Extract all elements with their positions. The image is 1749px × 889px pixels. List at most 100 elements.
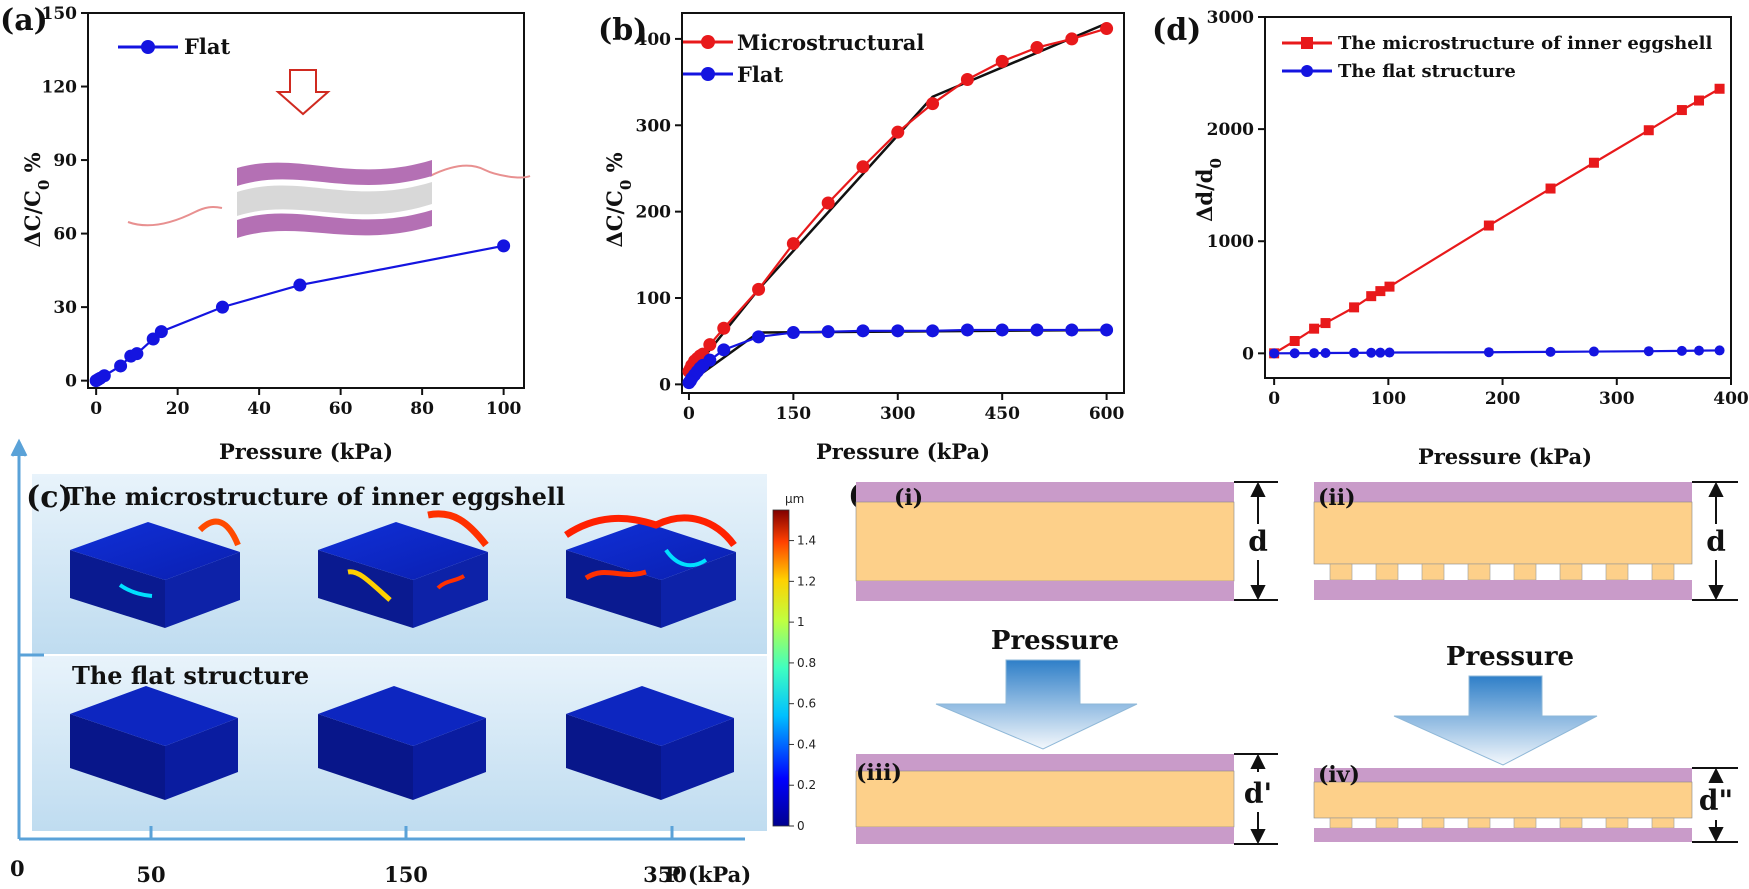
data-point — [856, 160, 870, 174]
colorbar-tick-label: 0.6 — [797, 697, 816, 711]
legend-marker-flat — [141, 40, 155, 54]
sim-micro-50kpa — [70, 518, 241, 628]
pillar — [1375, 817, 1399, 829]
wire-left-icon — [127, 206, 223, 227]
bottom-electrode — [856, 581, 1234, 601]
box-side — [165, 718, 238, 800]
panel-d-plot: 0 100 200 300 400 0 1000 2000 3000 — [1207, 8, 1749, 409]
data-point — [130, 347, 144, 361]
data-point — [821, 196, 835, 210]
data-point — [960, 73, 974, 86]
box-top — [566, 686, 734, 746]
data-point — [1349, 302, 1360, 313]
data-point — [1375, 347, 1386, 358]
data-point — [1289, 336, 1300, 347]
pressure-down-arrow-icon — [275, 69, 331, 116]
top-electrode — [856, 482, 1234, 502]
x-tick-label: 600 — [1089, 404, 1125, 424]
legend-text-micro-d: The microstructure of inner eggshell — [1338, 33, 1712, 54]
x-tick-label: 20 — [166, 399, 190, 419]
legend-marker-flat-b — [701, 67, 715, 81]
pillar — [1559, 817, 1583, 829]
p-axis — [10, 438, 745, 841]
x-tick-label: 200 — [1485, 389, 1521, 409]
flat-sensor-illustration — [127, 69, 531, 238]
x-tick-label: 100 — [486, 399, 522, 419]
data-point — [1320, 318, 1331, 329]
colorbar-unit: μm — [785, 492, 804, 506]
data-point — [1384, 347, 1395, 358]
data-point — [752, 330, 766, 344]
p-axis-tick-label-350: 350 — [643, 862, 687, 887]
stress-hotspot — [564, 514, 737, 548]
panel-a-plot: 0 20 40 60 80 100 0 30 60 90 120 150 — [42, 4, 522, 419]
data-point — [1100, 323, 1114, 337]
panel-a: (a) 0 20 40 60 80 100 0 30 60 90 120 150 Pressure (… — [0, 3, 531, 464]
data-point — [1065, 32, 1079, 46]
y-tick-label: 150 — [42, 4, 78, 24]
dim-arrow-down-icon — [1250, 829, 1266, 845]
data-point — [717, 343, 731, 357]
series-line — [95, 244, 504, 382]
data-point — [1643, 346, 1654, 357]
data-point — [995, 54, 1009, 68]
y-tick-label: 0 — [659, 375, 671, 395]
y-tick-label: 400 — [636, 30, 672, 50]
data-point — [154, 325, 168, 339]
legend-text-flat-d: The flat structure — [1338, 61, 1516, 82]
data-point — [97, 369, 111, 383]
legend-text-micro: Microstructural — [737, 30, 924, 55]
box-front — [318, 550, 413, 628]
dim-label-iii: d' — [1244, 777, 1272, 810]
dim-label-iv: d" — [1699, 784, 1733, 817]
data-point — [1588, 346, 1599, 357]
pillar — [1467, 563, 1491, 581]
legend-text-flat: Flat — [184, 34, 230, 59]
x-tick-label: 100 — [1371, 389, 1407, 409]
y-tick-label: 3000 — [1207, 8, 1254, 28]
colorbar-tick-label: 1.2 — [797, 574, 816, 588]
panel-b-frame — [681, 12, 1125, 394]
pillar — [1559, 563, 1583, 581]
y-tick-label: 30 — [53, 298, 77, 318]
box-front — [566, 714, 661, 800]
colorbar — [772, 509, 790, 827]
pillar — [1421, 563, 1445, 581]
sim-flat-350kpa — [566, 686, 734, 800]
colorbar-tick-label: 0.8 — [797, 656, 816, 670]
stress-hotspot-2 — [584, 569, 647, 581]
box-front — [70, 550, 165, 628]
panel-b-xlabel: Pressure (kPa) — [816, 439, 990, 464]
data-point — [703, 338, 717, 352]
data-point — [1694, 345, 1705, 356]
p-axis-label: P (kPa) — [665, 862, 751, 887]
pillar — [1605, 563, 1629, 581]
legend-marker-micro-d — [1301, 37, 1313, 49]
pillar — [1651, 817, 1675, 829]
x-tick-label: 0 — [1268, 389, 1280, 409]
pillar — [1329, 817, 1353, 829]
schematic-i: (i) — [855, 482, 1235, 601]
data-point — [1100, 22, 1114, 36]
dim-arrow-up-icon — [1708, 481, 1724, 497]
data-point — [717, 321, 731, 335]
data-point — [1643, 125, 1654, 136]
panel-d: (d) 0 100 200 300 400 0 1000 2000 3000 Pressure … — [1152, 8, 1749, 469]
colorbar-tick-label: 1.4 — [797, 534, 816, 548]
legend-marker-flat-d — [1301, 65, 1313, 77]
panel-c-label: (c) — [26, 480, 73, 515]
pressure-arrow-right-icon — [1393, 675, 1598, 766]
sim-micro-150kpa — [318, 510, 489, 628]
bottom-electrode — [1314, 828, 1692, 842]
panel-d-ylabel: Δd/d0 — [1192, 158, 1225, 222]
panel-b: (b) 0 150 300 450 600 0 100 200 300 400 Pressure … — [598, 12, 1125, 464]
data-point — [1694, 95, 1705, 106]
x-tick-label: 150 — [776, 404, 812, 424]
pillar — [1467, 817, 1491, 829]
dimension-markers — [1234, 481, 1738, 845]
box-side — [165, 552, 240, 628]
y-tick-label: 120 — [42, 78, 78, 98]
top-electrode-layer — [237, 160, 432, 186]
sim-flat-50kpa — [70, 686, 238, 800]
dim-arrow-up-icon — [1250, 481, 1266, 497]
